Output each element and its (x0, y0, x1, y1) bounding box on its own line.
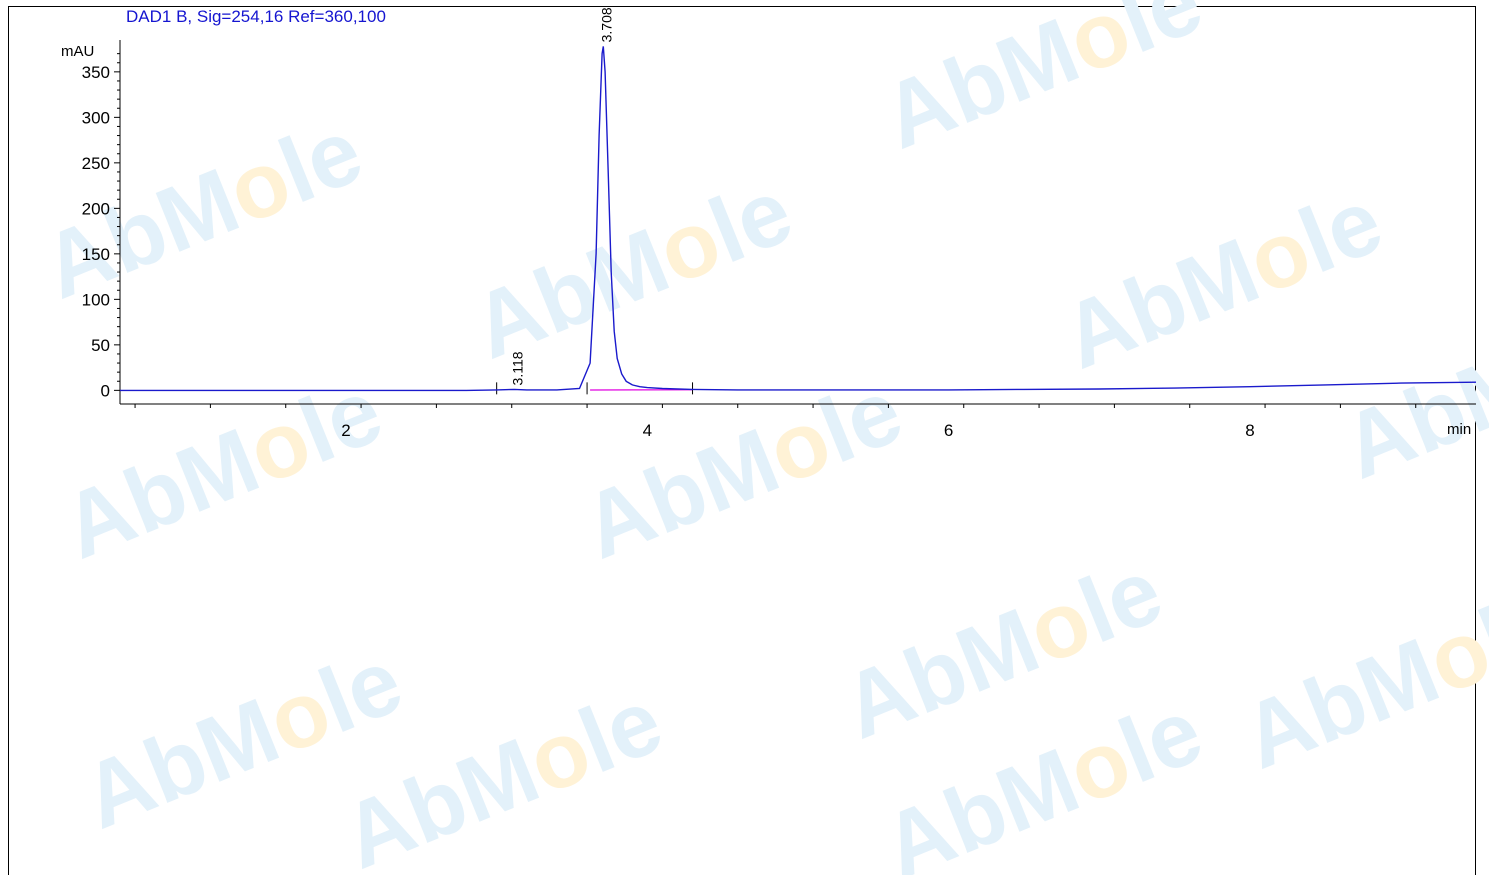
y-tick-label: 0 (101, 381, 110, 400)
x-tick-label: 6 (944, 421, 953, 440)
y-tick-label: 200 (82, 199, 110, 218)
y-tick-label: 350 (82, 63, 110, 82)
y-tick-label: 50 (91, 336, 110, 355)
x-tick-label: 8 (1245, 421, 1254, 440)
chromatogram-frame (8, 6, 1476, 875)
peak-label: 3.118 (509, 351, 525, 385)
signal-title: DAD1 B, Sig=254,16 Ref=360,100 (126, 7, 386, 26)
signal-trace (120, 46, 1477, 392)
y-axis-label: mAU (61, 43, 94, 60)
y-tick-label: 300 (82, 108, 110, 127)
y-tick-label: 100 (82, 290, 110, 309)
y-tick-label: 150 (82, 245, 110, 264)
x-axis-label: min (1447, 421, 1471, 438)
x-tick-label: 4 (643, 421, 652, 440)
peak-label: 3.708 (598, 7, 614, 42)
x-tick-label: 2 (341, 421, 350, 440)
y-tick-label: 250 (82, 154, 110, 173)
